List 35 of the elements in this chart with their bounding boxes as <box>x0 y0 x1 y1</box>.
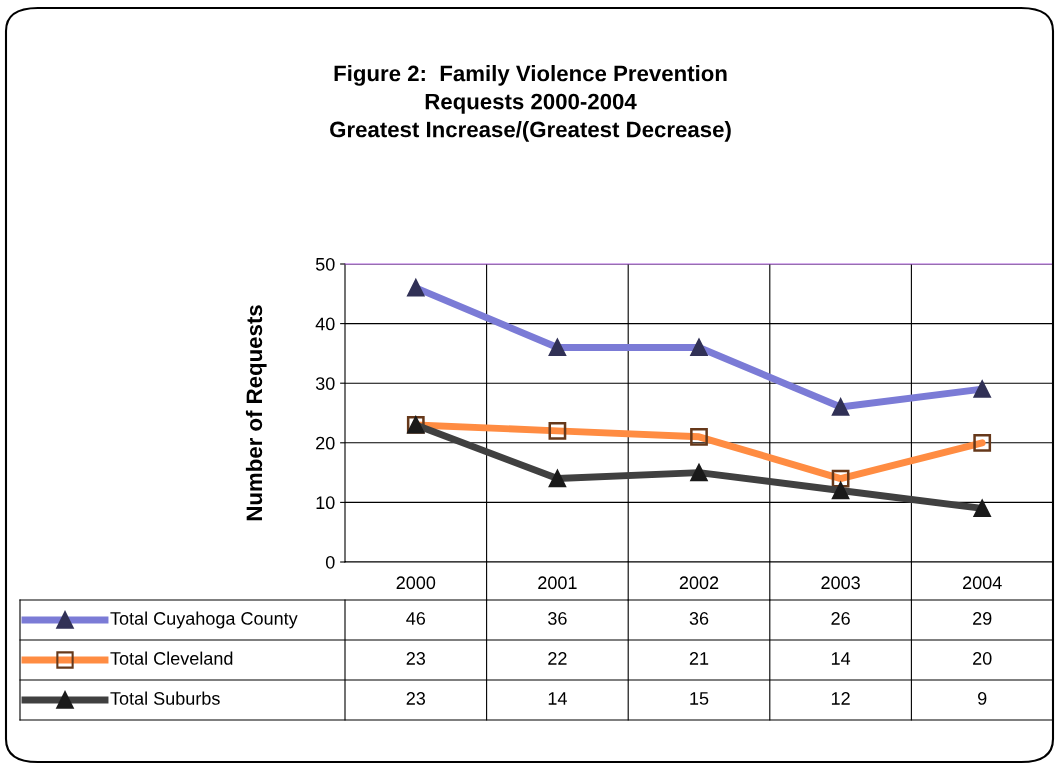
point <box>690 463 708 482</box>
y-tick-label: 10 <box>316 496 335 510</box>
y-tick-label: 0 <box>325 555 335 569</box>
y-axis-title: Number of Requests <box>245 305 267 521</box>
data-label: 29 <box>973 612 992 625</box>
x-tick-label: 2004 <box>963 576 1002 590</box>
y-tick-label: 30 <box>315 377 335 390</box>
data-label: 21 <box>689 652 709 665</box>
data-label: 14 <box>831 652 851 665</box>
data-label: 14 <box>548 692 567 705</box>
x-tick-label: 2000 <box>396 576 436 590</box>
x-tick-label: 2002 <box>679 576 719 590</box>
y-tick-label: 40 <box>315 317 335 331</box>
data-label: 23 <box>406 692 426 705</box>
point <box>831 481 850 500</box>
data-label: 15 <box>690 692 709 705</box>
data-label: 23 <box>406 652 426 665</box>
point <box>973 499 991 518</box>
data-label: 9 <box>978 692 987 705</box>
x-tick-label: 2001 <box>538 576 577 590</box>
data-label: 36 <box>548 612 567 625</box>
data-label: 12 <box>831 692 850 705</box>
point <box>548 469 567 488</box>
legend-label: Total Suburbs <box>110 691 220 705</box>
legend-label: Total Cleveland <box>110 651 233 665</box>
data-label: 20 <box>973 652 992 665</box>
legend-label: Total Cuyahoga County <box>110 611 298 629</box>
chart-title: Figure 2: Family Violence Prevention Requests 2000-2004 Greatest Increase/(Greatest Decrease) <box>330 65 731 142</box>
data-label: 22 <box>548 652 567 665</box>
data-label: 36 <box>689 612 709 625</box>
y-tick-label: 50 <box>315 257 335 271</box>
y-tick-label: 20 <box>316 436 335 450</box>
data-label: 26 <box>831 612 850 625</box>
data-label: 46 <box>406 612 426 625</box>
x-tick-label: 2003 <box>821 576 860 590</box>
